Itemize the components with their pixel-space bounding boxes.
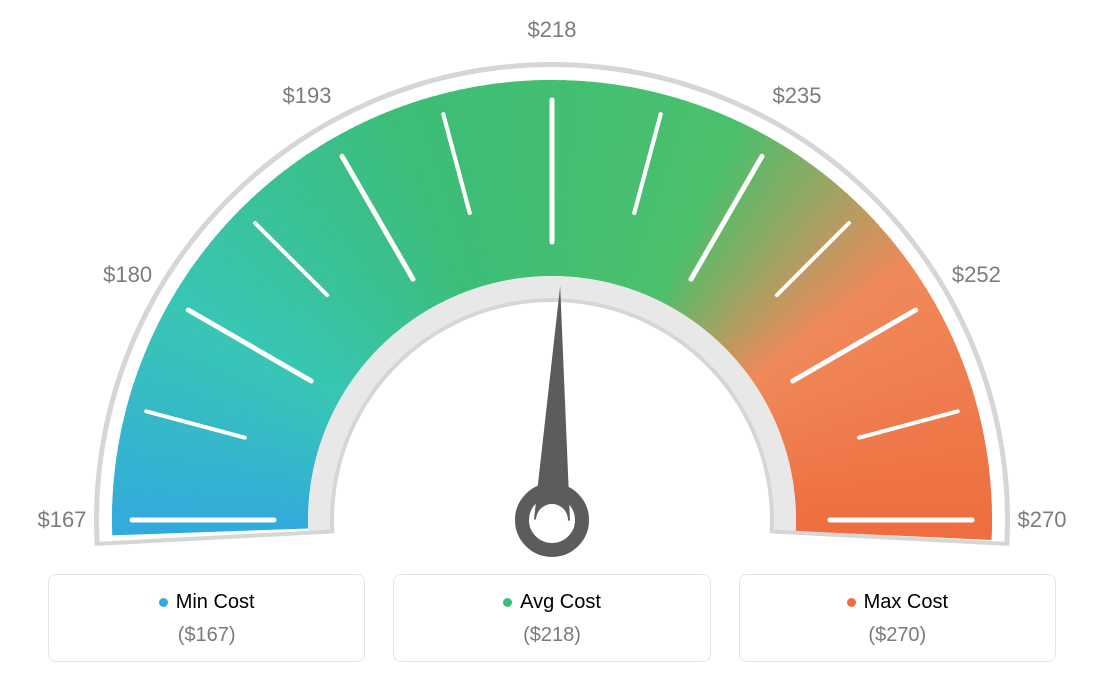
- cost-gauge-chart: $167 $180 $193 $218 $235 $252 $270 Min Cost ($…: [0, 0, 1104, 690]
- dot-icon: [847, 598, 856, 607]
- legend-min-title: Min Cost: [159, 591, 255, 614]
- legend-avg-label: Avg Cost: [520, 591, 601, 614]
- gauge-tick-label: $193: [283, 83, 332, 109]
- gauge-area: $167 $180 $193 $218 $235 $252 $270: [0, 0, 1104, 560]
- legend-avg-card: Avg Cost ($218): [393, 574, 710, 662]
- legend-avg-value: ($218): [394, 624, 709, 647]
- dot-icon: [159, 598, 168, 607]
- gauge-tick-label: $218: [528, 17, 577, 43]
- legend-max-card: Max Cost ($270): [739, 574, 1056, 662]
- legend-max-label: Max Cost: [864, 591, 948, 614]
- legend-min-label: Min Cost: [176, 591, 255, 614]
- legend-max-title: Max Cost: [847, 591, 948, 614]
- legend-min-card: Min Cost ($167): [48, 574, 365, 662]
- gauge-tick-label: $270: [1018, 507, 1067, 533]
- legend-min-value: ($167): [49, 624, 364, 647]
- gauge-tick-label: $235: [773, 83, 822, 109]
- gauge-svg: [0, 0, 1104, 560]
- gauge-tick-label: $167: [38, 507, 87, 533]
- dot-icon: [503, 598, 512, 607]
- legend-avg-title: Avg Cost: [503, 591, 601, 614]
- legend-max-value: ($270): [740, 624, 1055, 647]
- gauge-tick-label: $252: [952, 262, 1001, 288]
- gauge-tick-label: $180: [103, 262, 152, 288]
- legend-row: Min Cost ($167) Avg Cost ($218) Max Cost…: [48, 574, 1056, 662]
